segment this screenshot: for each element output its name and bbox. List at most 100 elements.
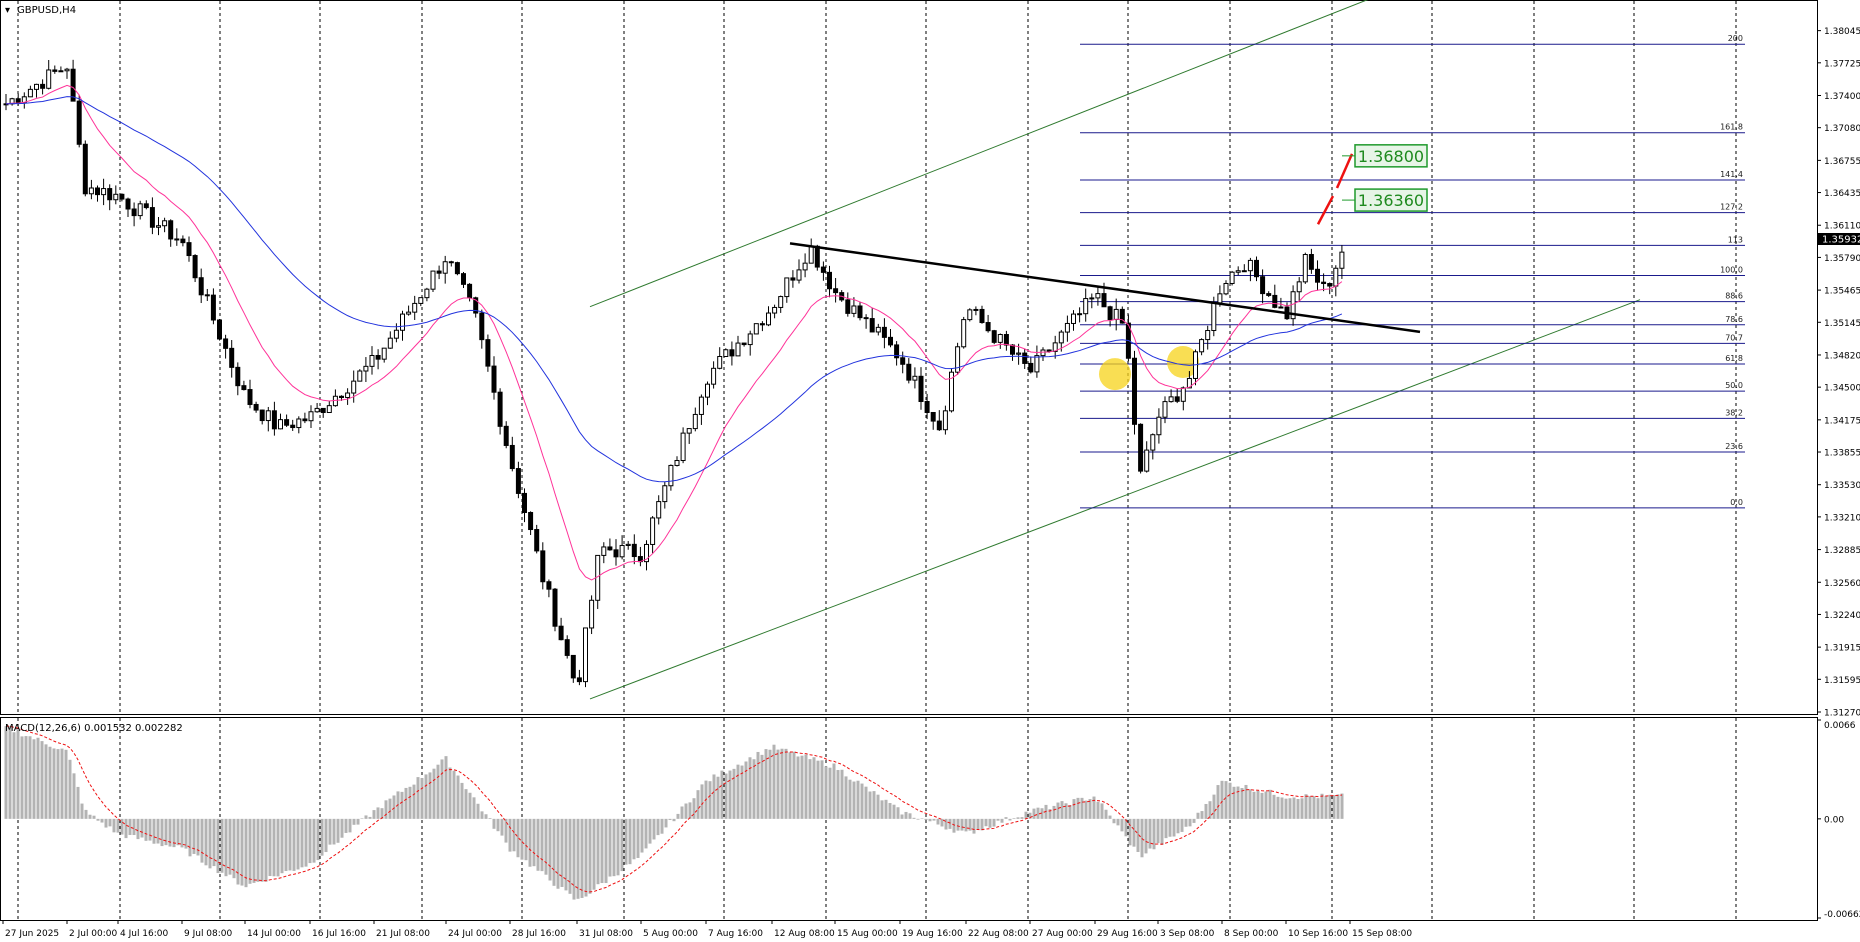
macd-histogram-bar: [612, 818, 616, 877]
macd-histogram-bar: [504, 818, 508, 843]
macd-histogram-bar: [192, 818, 196, 854]
candle-body: [101, 188, 107, 196]
candle-body: [528, 512, 534, 531]
macd-histogram-bar: [1336, 794, 1340, 819]
macd-histogram-bar: [300, 818, 304, 868]
macd-histogram-bar: [104, 818, 108, 828]
candle-body: [814, 245, 820, 268]
candle-body: [156, 225, 161, 228]
candle-body: [497, 391, 503, 427]
macd-histogram-bar: [792, 751, 796, 819]
price-tick-label: 1.36755: [1824, 157, 1860, 167]
candle-body: [479, 312, 485, 341]
macd-histogram-bar: [332, 818, 336, 845]
macd-histogram-bar: [560, 818, 564, 887]
candle-body: [467, 283, 473, 299]
time-tick-label: 24 Jul 00:00: [448, 929, 502, 939]
macd-histogram-bar: [448, 767, 452, 819]
candle-body: [1205, 330, 1211, 341]
macd-histogram-bar: [168, 818, 172, 847]
macd-tick-label: 0.0066: [1824, 721, 1856, 731]
candle-body: [58, 70, 64, 73]
macd-histogram-bar: [548, 818, 552, 881]
candle-body: [491, 365, 497, 393]
macd-histogram-bar: [1092, 796, 1096, 819]
macd-histogram-bar: [288, 818, 292, 871]
macd-histogram-bar: [236, 818, 240, 885]
macd-histogram-bar: [184, 818, 188, 849]
candle-body: [375, 354, 381, 360]
time-tick-label: 31 Jul 08:00: [579, 929, 633, 939]
candle-body: [1217, 293, 1223, 304]
candle-body: [1327, 283, 1333, 287]
candle-body: [1174, 396, 1180, 402]
macd-histogram-bar: [432, 768, 436, 819]
candle-body: [1028, 362, 1034, 373]
candle-body: [76, 100, 82, 145]
candle-body: [1138, 423, 1144, 472]
macd-histogram-bar: [992, 818, 996, 827]
macd-histogram-bar: [848, 779, 852, 819]
candle-body: [607, 546, 613, 551]
time-tick-label: 2 Jul 00:00: [69, 929, 118, 939]
candle-body: [1223, 282, 1229, 295]
candle-body: [930, 411, 936, 422]
highlight-circle: [1099, 358, 1131, 391]
macd-histogram-bar: [316, 818, 320, 861]
candle-body: [900, 357, 906, 365]
macd-histogram-bar: [116, 818, 120, 833]
candle-body: [650, 517, 656, 545]
macd-histogram-bar: [268, 818, 272, 877]
macd-histogram-bar: [980, 818, 984, 831]
macd-histogram-bar: [372, 810, 376, 819]
macd-histogram-bar: [748, 757, 752, 819]
macd-histogram-bar: [20, 736, 24, 819]
macd-histogram-bar: [728, 770, 732, 819]
candle-body: [1211, 302, 1217, 332]
time-tick-label: 7 Aug 16:00: [708, 929, 763, 939]
symbol-dropdown-icon[interactable]: ▾: [5, 5, 10, 16]
macd-histogram-bar: [284, 818, 288, 872]
macd-histogram-bar: [608, 818, 612, 877]
candle-body: [881, 326, 887, 338]
macd-histogram-bar: [908, 813, 912, 819]
candle-body: [1016, 352, 1022, 355]
candle-body: [339, 395, 344, 399]
macd-histogram-bar: [656, 818, 660, 836]
macd-histogram-bar: [424, 774, 428, 819]
macd-histogram-bar: [640, 818, 644, 853]
target-price-label: 1.36360: [1358, 191, 1424, 210]
macd-histogram-bar: [892, 804, 896, 819]
candle-body: [772, 306, 778, 314]
macd-histogram-bar: [160, 818, 164, 847]
candle-body: [369, 354, 375, 367]
candle-body: [95, 187, 100, 196]
macd-histogram-bar: [8, 726, 12, 819]
macd-histogram-bar: [1016, 817, 1020, 819]
target-price-box: [1354, 188, 1428, 212]
macd-histogram-bar: [1068, 805, 1072, 819]
candle-body: [192, 255, 198, 279]
macd-histogram-bar: [776, 749, 780, 819]
candle-body: [162, 220, 168, 227]
candle-body: [625, 543, 631, 546]
macd-histogram-bar: [1188, 818, 1192, 827]
candle-body: [711, 367, 717, 385]
macd-histogram-bar: [252, 818, 256, 883]
macd-histogram-bar: [1096, 801, 1100, 819]
candle-body: [784, 277, 790, 298]
candle-body: [766, 312, 771, 326]
candle-body: [717, 355, 723, 369]
macd-histogram-bar: [836, 770, 840, 819]
macd-histogram-bar: [1168, 818, 1172, 837]
candle-body: [583, 627, 588, 683]
macd-histogram: [4, 725, 1344, 900]
candle-body: [558, 625, 564, 641]
price-tick-label: 1.37725: [1824, 59, 1860, 69]
candle-body: [503, 425, 509, 446]
macd-histogram-bar: [156, 818, 160, 844]
macd-histogram-bar: [1268, 789, 1272, 819]
macd-histogram-bar: [24, 736, 28, 819]
macd-histogram-bar: [972, 818, 976, 834]
